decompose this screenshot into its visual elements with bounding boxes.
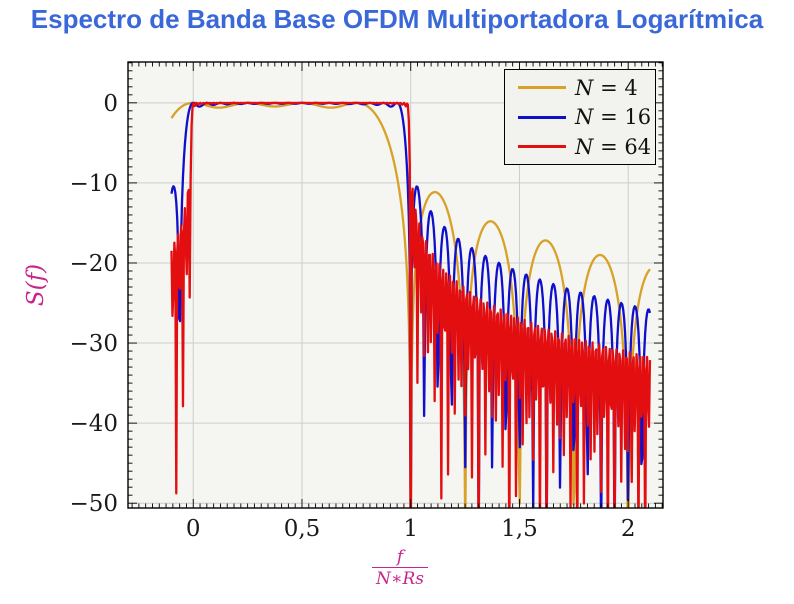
svg-text:0: 0 — [186, 516, 201, 542]
svg-text:2: 2 — [621, 516, 636, 542]
svg-text:−20: −20 — [69, 251, 118, 277]
legend-label-n4: N = 4 — [575, 75, 638, 100]
legend: N = 4 N = 16 N = 64 — [504, 69, 656, 165]
svg-text:−40: −40 — [69, 411, 118, 437]
svg-text:1: 1 — [403, 516, 418, 542]
legend-label-n64: N = 64 — [575, 134, 652, 159]
legend-entry-n4: N = 4 — [518, 76, 655, 100]
legend-entry-n64: N = 64 — [518, 135, 655, 159]
svg-text:1,5: 1,5 — [501, 516, 538, 542]
legend-line-sample-n64 — [518, 145, 566, 148]
legend-line-sample-n16 — [518, 115, 566, 119]
y-axis-label: S(f) — [23, 263, 49, 307]
legend-line-sample-n4 — [518, 86, 566, 89]
svg-text:−30: −30 — [69, 331, 118, 357]
svg-text:−50: −50 — [69, 491, 118, 517]
x-axis-label-denominator: N∗Rs — [372, 567, 428, 589]
x-axis-label: f N∗Rs — [372, 548, 428, 589]
legend-entry-n16: N = 16 — [518, 105, 655, 129]
svg-text:0: 0 — [103, 91, 118, 117]
x-axis-label-numerator: f — [396, 547, 404, 567]
legend-label-n16: N = 16 — [575, 105, 652, 129]
chart-title: Espectro de Banda Base OFDM Multiportado… — [30, 4, 764, 34]
svg-text:0,5: 0,5 — [284, 516, 321, 542]
svg-text:−10: −10 — [69, 171, 118, 197]
